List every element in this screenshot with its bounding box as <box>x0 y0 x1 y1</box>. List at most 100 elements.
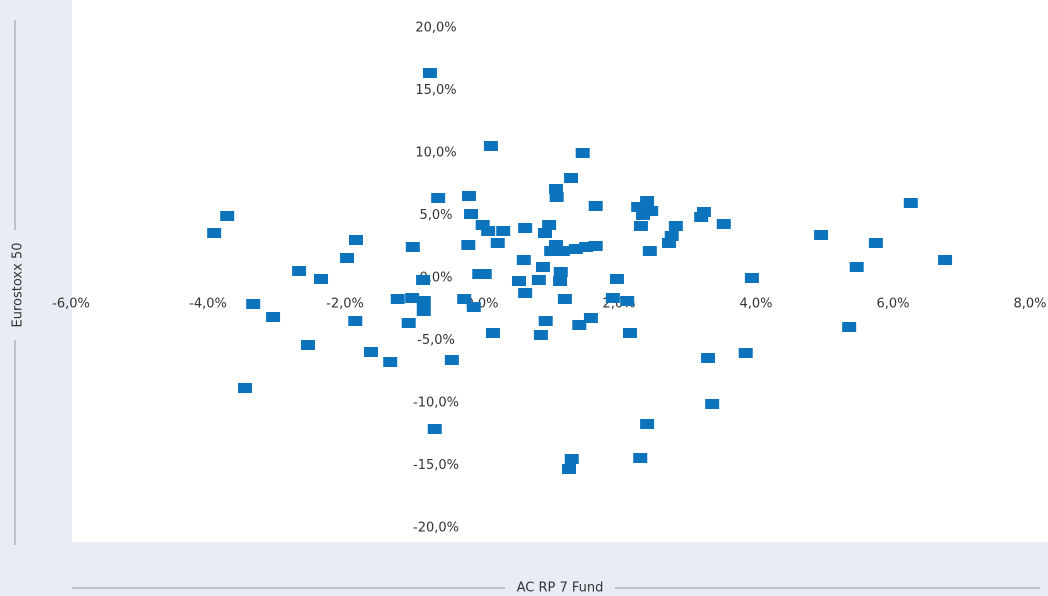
point <box>609 274 624 284</box>
point <box>849 262 864 272</box>
point <box>620 296 635 306</box>
point <box>431 193 446 203</box>
point <box>549 192 564 202</box>
point <box>266 312 281 322</box>
x-tick-label: 4,0% <box>739 297 772 312</box>
y-tick-label: 20,0% <box>415 21 456 36</box>
point <box>557 294 572 304</box>
point <box>542 220 557 230</box>
point <box>533 330 548 340</box>
x-axis-title: AC RP 7 Fund <box>517 581 604 596</box>
y-tick-label: -15,0% <box>413 458 459 473</box>
x-tick-label: 6,0% <box>876 297 909 312</box>
y-tick-label: -5,0% <box>417 333 455 348</box>
point <box>464 209 479 219</box>
x-tick-label: 8,0% <box>1013 297 1046 312</box>
point <box>301 340 316 350</box>
point <box>579 242 594 252</box>
point <box>564 173 579 183</box>
point <box>535 262 550 272</box>
point <box>716 219 731 229</box>
point <box>390 294 405 304</box>
point <box>496 226 511 236</box>
y-tick-label: 5,0% <box>419 208 452 223</box>
point <box>466 302 481 312</box>
point <box>564 454 579 464</box>
point <box>668 221 683 231</box>
point <box>477 269 492 279</box>
point <box>207 228 222 238</box>
point <box>640 196 655 206</box>
point <box>548 184 563 194</box>
point <box>644 206 659 216</box>
point <box>237 383 252 393</box>
point <box>622 328 637 338</box>
point <box>538 228 553 238</box>
x-tick-label: -6,0% <box>52 297 90 312</box>
point <box>422 68 437 78</box>
point <box>383 357 398 367</box>
point <box>220 211 235 221</box>
point <box>538 316 553 326</box>
point <box>631 202 646 212</box>
point <box>314 274 329 284</box>
point <box>553 267 568 277</box>
point <box>475 220 490 230</box>
point <box>635 210 650 220</box>
point <box>444 355 459 365</box>
point <box>490 238 505 248</box>
point <box>485 328 500 338</box>
point <box>548 240 563 250</box>
point <box>738 348 753 358</box>
point <box>292 266 307 276</box>
point <box>483 141 498 151</box>
point <box>633 453 648 463</box>
point <box>642 246 657 256</box>
point <box>744 273 759 283</box>
point <box>868 238 883 248</box>
point <box>518 288 533 298</box>
point <box>246 299 261 309</box>
y-axis-title: Eurostoxx 50 <box>11 243 26 328</box>
point <box>516 255 531 265</box>
point <box>348 235 363 245</box>
point <box>481 226 496 236</box>
point <box>348 316 363 326</box>
point <box>694 212 709 222</box>
point <box>588 201 603 211</box>
point <box>416 296 431 306</box>
y-tick-label: 15,0% <box>415 83 456 98</box>
point <box>416 306 431 316</box>
point <box>633 221 648 231</box>
point <box>518 223 533 233</box>
point <box>405 242 420 252</box>
point <box>405 293 420 303</box>
point <box>842 322 857 332</box>
point <box>705 399 720 409</box>
point <box>544 246 559 256</box>
point <box>640 419 655 429</box>
point <box>461 191 476 201</box>
point <box>555 246 570 256</box>
point <box>664 231 679 241</box>
point <box>568 244 583 254</box>
point <box>511 276 526 286</box>
point <box>605 293 620 303</box>
point <box>364 347 379 357</box>
point <box>531 275 546 285</box>
point <box>427 424 442 434</box>
point <box>588 241 603 251</box>
point <box>561 464 576 474</box>
point <box>401 318 416 328</box>
point <box>583 313 598 323</box>
point <box>938 255 953 265</box>
point <box>662 238 677 248</box>
point <box>457 294 472 304</box>
y-tick-label: -20,0% <box>413 521 459 536</box>
point <box>416 275 431 285</box>
point <box>575 148 590 158</box>
point <box>553 276 568 286</box>
point <box>572 320 587 330</box>
point <box>340 253 355 263</box>
